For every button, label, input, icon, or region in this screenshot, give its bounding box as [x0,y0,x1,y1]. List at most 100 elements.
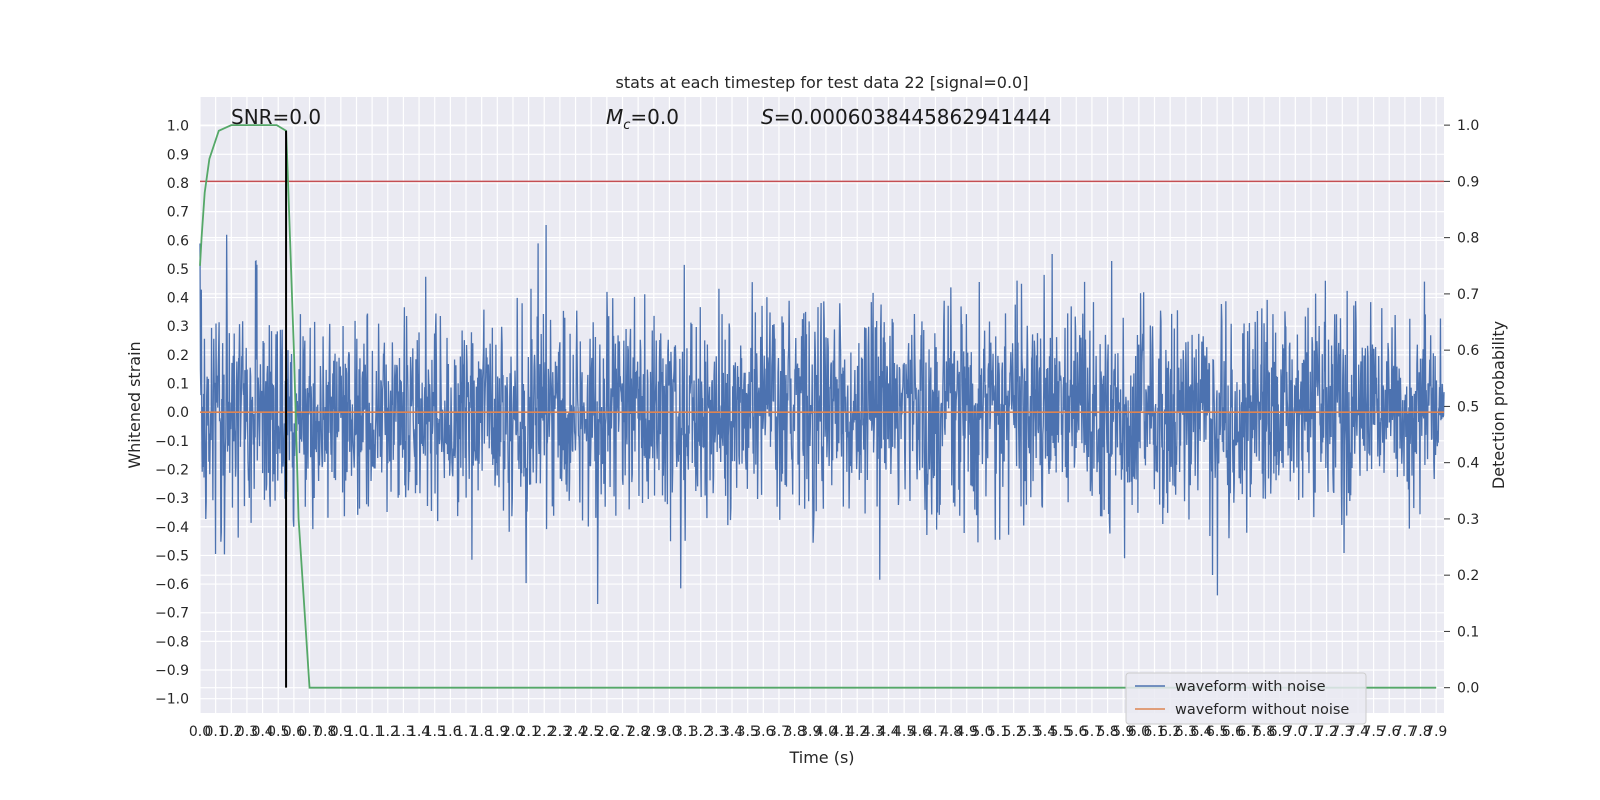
x-tick-label: 0.5 [267,724,289,740]
x-tick-label: 1.2 [377,724,399,740]
y-tick-label: 0.2 [167,348,189,364]
x-tick-label: 6.1 [1143,724,1165,740]
x-tick-label: 2.1 [517,724,539,740]
x-tick-label: 1.3 [392,724,414,740]
x-tick-label: 1.6 [439,724,461,740]
x-tick-label: 3.2 [690,724,712,740]
x-tick-label: 7.8 [1409,724,1431,740]
y-tick-label: −0.6 [155,577,189,593]
y-tick-label: 0.0 [167,405,189,421]
x-tick-label: 1.7 [455,724,477,740]
x-tick-label: 5.3 [1018,724,1040,740]
x-tick-label: 4.4 [877,724,899,740]
x-tick-label: 5.9 [1112,724,1134,740]
y2-axis-label: Detection probability [1489,321,1508,489]
x-tick-label: 6.9 [1269,724,1291,740]
x-tick-label: 5.5 [1049,724,1071,740]
x-tick-label: 6.2 [1159,724,1181,740]
x-tick-label: 6.0 [1128,724,1150,740]
x-tick-label: 3.0 [658,724,680,740]
x-tick-label: 4.0 [815,724,837,740]
x-tick-label: 6.3 [1175,724,1197,740]
x-tick-label: 1.1 [361,724,383,740]
y2-tick-label: 0.6 [1457,343,1479,359]
x-tick-label: 0.3 [236,724,258,740]
y-tick-label: −0.2 [155,462,189,478]
x-tick-label: 7.3 [1331,724,1353,740]
chart-title: stats at each timestep for test data 22 … [616,73,1029,92]
legend-label-waveform-with-noise: waveform with noise [1175,679,1326,695]
x-tick-label: 0.2 [220,724,242,740]
x-tick-label: 0.8 [314,724,336,740]
y2-tick-label: 0.2 [1457,568,1479,584]
s-value: =0.0006038445862941444 [774,105,1052,129]
x-tick-label: 2.6 [596,724,618,740]
snr-annotation: SNR=0.0 [231,105,321,129]
s-annotation: S=0.0006038445862941444 [761,105,1051,129]
x-tick-label: 2.7 [611,724,633,740]
x-tick-label: 7.6 [1378,724,1400,740]
x-tick-label: 3.7 [768,724,790,740]
x-tick-label: 3.3 [705,724,727,740]
x-tick-label: 5.4 [1034,724,1056,740]
x-tick-label: 7.5 [1362,724,1384,740]
x-tick-label: 6.8 [1253,724,1275,740]
x-tick-label: 6.7 [1237,724,1259,740]
chirp-mass-annotation: Mc=0.0 [606,105,679,133]
x-tick-label: 2.0 [502,724,524,740]
x-tick-label: 6.6 [1222,724,1244,740]
x-tick-label: 3.9 [799,724,821,740]
chirp-mass-value: =0.0 [630,105,679,129]
x-tick-label: 1.5 [424,724,446,740]
y-tick-label: 0.9 [167,147,189,163]
x-tick-label: 1.8 [471,724,493,740]
x-tick-label: 5.0 [971,724,993,740]
detection-probability-line [199,124,1437,689]
x-tick-label: 1.4 [408,724,430,740]
y2-tick-label: 0.7 [1457,287,1479,303]
x-tick-label: 2.2 [533,724,555,740]
series-lines [199,124,1444,689]
x-tick-label: 0.1 [205,724,227,740]
x-axis-ticks: 0.00.10.20.30.40.50.60.70.80.91.01.11.21… [189,724,1447,740]
legend-label-waveform-without-noise: waveform without noise [1175,702,1349,718]
x-tick-label: 4.8 [940,724,962,740]
x-tick-label: 3.6 [752,724,774,740]
y-tick-label: 1.0 [167,119,189,135]
y2-axis-ticks: 1.0 0.9 0.8 0.7 0.6 0.5 0.4 0.3 0.2 0.1 0.0 [1444,118,1479,697]
x-tick-label: 5.8 [1096,724,1118,740]
y2-tick-label: 0.1 [1457,624,1479,640]
y-tick-label: 0.5 [167,262,189,278]
x-tick-label: 7.9 [1425,724,1447,740]
x-tick-label: 4.6 [909,724,931,740]
x-tick-label: 1.0 [345,724,367,740]
legend: waveform with noise waveform without noi… [1125,672,1367,725]
x-tick-label: 7.7 [1394,724,1416,740]
s-symbol: S [761,105,774,129]
x-tick-label: 5.7 [1081,724,1103,740]
y-tick-label: 0.8 [167,176,189,192]
y-tick-label: −0.9 [155,663,189,679]
y-tick-label: 0.7 [167,205,189,221]
x-tick-label: 3.8 [783,724,805,740]
x-tick-label: 0.9 [330,724,352,740]
x-tick-label: 7.2 [1316,724,1338,740]
x-axis-label: Time (s) [788,748,854,767]
x-tick-label: 4.3 [862,724,884,740]
y2-tick-label: 1.0 [1457,118,1479,134]
x-tick-label: 5.1 [987,724,1009,740]
x-tick-label: 4.5 [893,724,915,740]
x-tick-label: 3.1 [674,724,696,740]
waveform-with-noise-line [199,225,1445,604]
y-tick-label: −0.5 [155,548,189,564]
x-tick-label: 2.4 [564,724,586,740]
x-tick-label: 0.6 [283,724,305,740]
chirp-mass-symbol: M [606,105,623,129]
y-tick-label: 0.6 [167,233,189,249]
x-tick-label: 4.1 [830,724,852,740]
x-tick-label: 6.5 [1206,724,1228,740]
y-tick-label: −0.1 [155,434,189,450]
y2-tick-label: 0.4 [1457,456,1479,472]
x-tick-label: 4.9 [956,724,978,740]
y-tick-label: 0.1 [167,377,189,393]
